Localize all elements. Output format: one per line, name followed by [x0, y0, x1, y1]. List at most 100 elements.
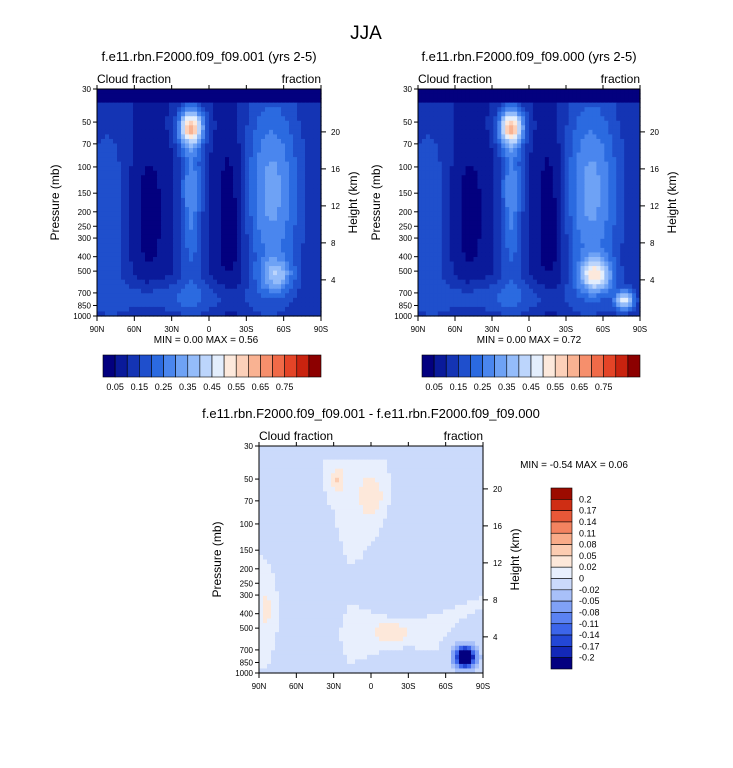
heatmap-cell: [169, 297, 174, 303]
heatmap-cell: [257, 143, 262, 149]
heatmap-cell: [289, 120, 294, 126]
heatmap-cell: [616, 229, 621, 235]
heatmap-cell: [600, 89, 605, 95]
heatmap-cell: [249, 125, 254, 131]
heatmap-cell: [513, 102, 518, 108]
x-tick-label: 30N: [164, 325, 179, 334]
heatmap-cell: [612, 93, 617, 99]
heatmap-cell: [141, 188, 146, 195]
heatmap-cell: [189, 293, 194, 299]
heatmap-cell: [600, 125, 605, 131]
heatmap-cell: [612, 129, 617, 135]
heatmap-cell: [137, 279, 142, 285]
heatmap-cell: [517, 216, 522, 222]
heatmap-cell: [285, 98, 290, 104]
heatmap-cell: [153, 161, 158, 167]
y-tick-label: 100: [78, 163, 92, 172]
heatmap-cell: [497, 111, 502, 117]
heatmap-cell: [536, 98, 542, 104]
heatmap-cell: [225, 288, 230, 294]
heatmap-cell: [521, 211, 526, 217]
heatmap-cell: [457, 234, 463, 240]
heatmap-cell: [153, 270, 158, 276]
heatmap-cell: [505, 247, 510, 254]
heatmap-cell: [241, 120, 246, 126]
heatmap-cell: [185, 152, 190, 158]
heatmap-cell: [453, 157, 459, 163]
heatmap-cell: [317, 138, 322, 145]
heatmap-cell: [305, 170, 310, 176]
heatmap-cell: [493, 225, 498, 231]
heatmap-cell: [636, 184, 641, 190]
heatmap-cell: [521, 197, 526, 204]
heatmap-cell: [465, 125, 471, 131]
heatmap-cell: [465, 138, 471, 145]
heatmap-cell: [449, 170, 455, 176]
heatmap-cell: [604, 170, 609, 176]
heatmap-cell: [277, 188, 282, 195]
heatmap-cell: [201, 252, 206, 258]
heatmap-cell: [596, 238, 601, 244]
heatmap-cell: [137, 288, 142, 294]
heatmap-cell: [552, 220, 558, 226]
heatmap-cell: [301, 234, 306, 240]
heatmap-cell: [620, 134, 625, 140]
heatmap-cell: [161, 211, 166, 217]
heatmap-cell: [277, 157, 282, 163]
heatmap-cell: [117, 261, 122, 267]
heatmap-cell: [628, 234, 633, 240]
heatmap-cell: [564, 238, 570, 244]
heatmap-cell: [501, 252, 506, 258]
heatmap-cell: [620, 170, 625, 176]
heatmap-cell: [289, 202, 294, 208]
heatmap-cell: [608, 225, 613, 231]
heatmap-cell: [433, 111, 439, 117]
heatmap-cell: [141, 229, 146, 235]
heatmap-cell: [109, 306, 114, 313]
heatmap-cell: [197, 256, 202, 263]
heatmap-cell: [521, 179, 526, 185]
heatmap-cell: [536, 184, 542, 190]
heatmap-cell: [309, 102, 314, 108]
heatmap-cell: [489, 247, 494, 254]
heatmap-cell: [509, 152, 514, 158]
heatmap-cell: [241, 157, 246, 163]
heatmap-cell: [521, 170, 526, 176]
heatmap-cell: [525, 252, 530, 258]
heatmap-cell: [109, 261, 114, 267]
heatmap-cell: [540, 179, 546, 185]
heatmap-cell: [536, 157, 542, 163]
heatmap-cell: [497, 207, 502, 213]
heatmap-cell: [237, 166, 242, 172]
heatmap-cell: [572, 107, 578, 113]
heatmap-cell: [628, 207, 633, 213]
heatmap-cell: [429, 243, 435, 249]
heatmap-cell: [145, 256, 150, 263]
heatmap-cell: [277, 152, 282, 158]
heatmap-cell: [465, 175, 471, 181]
heatmap-cell: [113, 238, 118, 244]
heatmap-cell: [165, 311, 170, 317]
heatmap-cell: [469, 89, 475, 95]
heatmap-cell: [560, 252, 566, 258]
heatmap-cell: [209, 297, 214, 303]
heatmap-cell: [544, 148, 550, 154]
heatmap-cell: [301, 225, 306, 231]
heatmap-cell: [141, 207, 146, 213]
heatmap-cell: [197, 225, 202, 231]
heatmap-cell: [441, 107, 447, 113]
heatmap-cell: [317, 152, 322, 158]
heatmap-cell: [289, 229, 294, 235]
heatmap-cell: [265, 306, 270, 313]
heatmap-cell: [548, 148, 554, 154]
heatmap-cell: [177, 225, 182, 231]
heatmap-cell: [297, 170, 302, 176]
heatmap-cell: [205, 252, 210, 258]
heatmap-cell: [205, 225, 210, 231]
heatmap-cell: [477, 157, 483, 163]
heatmap-cell: [289, 98, 294, 104]
heatmap-cell: [592, 225, 597, 231]
y-tick-label: 30: [82, 85, 91, 94]
heatmap-cell: [137, 207, 142, 213]
heatmap-cell: [101, 157, 106, 163]
